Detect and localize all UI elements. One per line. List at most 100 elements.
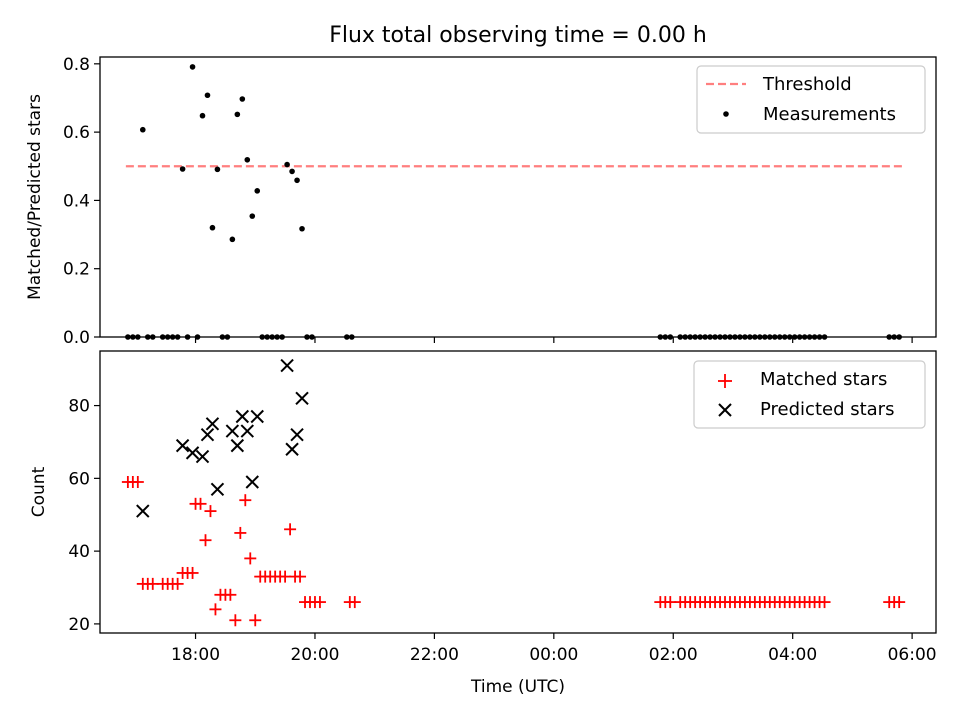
measurement-point [707,334,713,340]
legend-measurements-swatch [723,111,729,117]
measurement-point [144,334,151,340]
measurement-point [214,166,221,173]
y-tick-label: 80 [68,397,90,417]
top-y-axis-label: Matched/Predicted stars [25,94,45,300]
top-y-ticks: 0.0 0.2 0.4 0.6 0.8 [63,55,100,348]
predicted-star-point [285,442,299,456]
measurement-point [304,334,310,340]
measurement-point [179,166,186,172]
predicted-star-point [136,504,150,518]
matched-star-point [244,552,257,565]
x-tick-label: 06:00 [888,645,937,665]
measurement-point [712,334,718,340]
chart-title: Flux total observing time = 0.00 h [329,23,707,48]
measurement-point [727,334,733,340]
measurement-point [348,334,355,340]
measurement-point [169,334,176,340]
bottom-plot-frame [99,350,937,634]
bottom-x-ticks: 18:00 20:00 22:00 00:00 02:00 04:00 06:00 [171,633,937,665]
measurement-point [309,334,315,340]
measurement-point [896,334,902,340]
measurement-point [762,334,768,340]
matched-star-point [229,614,242,627]
measurement-point [174,334,181,340]
measurement-point [274,334,280,340]
x-tick-label: 18:00 [171,645,220,665]
predicted-star-point [245,475,259,489]
measurement-point [747,334,753,340]
measurement-point [209,224,216,231]
predicted-star-point [225,424,240,438]
measurement-point [229,236,236,243]
measurement-point [667,334,674,340]
legend-matched-label: Matched stars [760,369,887,390]
measurement-point [776,334,783,340]
x-tick-label: 00:00 [529,645,578,665]
predicted-star-point [280,358,294,373]
measurement-point [244,156,251,163]
measurement-point [752,334,758,340]
top-plot-frame [99,56,937,338]
measurement-point [224,334,231,340]
x-tick-label: 04:00 [768,645,817,665]
measurement-point [284,161,290,168]
measurement-point [657,334,664,340]
matched-star-point [186,566,199,579]
predicted-star-point [290,427,304,442]
y-tick-label: 20 [68,615,90,635]
x-tick-label: 02:00 [649,645,698,665]
measurement-point [692,334,698,340]
measurement-point [259,334,266,340]
measurement-point [164,334,171,340]
measurement-point [135,334,141,340]
matched-star-point [348,596,361,609]
predicted-star-point [200,427,215,442]
matched-star-point [294,570,307,583]
x-axis-label: Time (UTC) [470,677,565,697]
measurement-point [677,334,684,340]
predicted-star-point [175,438,190,453]
measurement-point [264,334,271,340]
matched-star-point [239,494,252,507]
top-plot-marks [125,64,903,340]
legend-threshold-label: Threshold [762,74,852,95]
matched-star-point [893,596,906,609]
predicted-star-point [205,417,220,431]
matched-star-point [818,596,831,609]
legend-matched-swatch [718,374,732,388]
measurement-point [682,334,688,340]
matched-star-point [249,614,262,627]
matched-star-point [234,526,247,539]
predicted-star-point [235,409,250,424]
predicted-star-point [230,438,245,453]
bottom-legend-box [693,360,926,429]
measurement-point [204,92,211,99]
top-x-ticks [194,337,913,343]
measurement-point [249,213,256,219]
predicted-star-point [250,409,264,424]
measurement-point [891,334,897,340]
matched-star-point [313,596,326,609]
top-panel: 0.00.20.40.60.8 Matched/Predicted stars … [25,55,937,348]
measurement-point [801,334,808,340]
measurement-point [234,111,241,118]
measurement-point [219,334,226,340]
measurement-point [662,334,669,340]
y-tick-label: 0.6 [63,123,90,143]
measurement-point [125,334,131,340]
measurement-point [289,168,295,175]
measurement-point [194,334,201,340]
measurement-point [239,96,246,102]
measurement-point [791,334,798,340]
measurement-point [786,334,793,340]
measurement-point [771,334,778,340]
matched-star-point [199,534,212,547]
top-legend-box [696,65,926,134]
matched-star-point [284,523,297,536]
matched-star-point [171,577,184,590]
bottom-plot-marks [121,358,906,627]
matched-star-point [204,505,217,518]
predicted-star-point [210,482,225,496]
measurement-point [806,334,813,340]
measurement-point [199,112,206,119]
